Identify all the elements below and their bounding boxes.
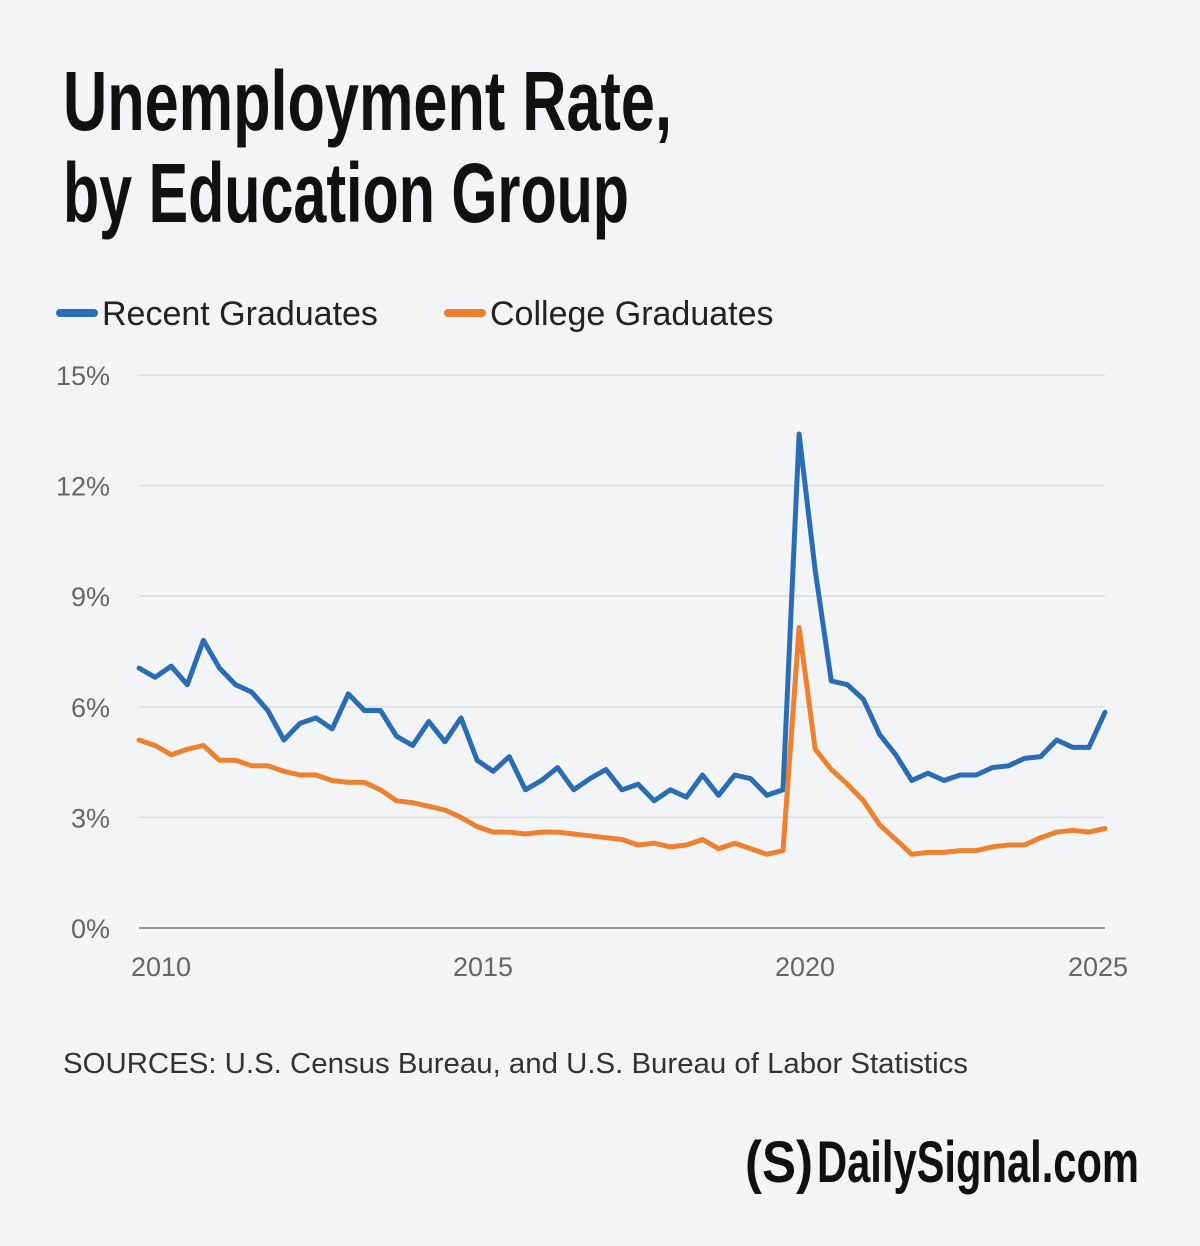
y-tick-label: 0% xyxy=(71,914,110,944)
x-tick-label: 2015 xyxy=(453,952,513,982)
series-line xyxy=(136,625,1108,857)
logo-text: DailySignal.com xyxy=(817,1130,1139,1195)
source-note: SOURCES: U.S. Census Bureau, and U.S. Bu… xyxy=(63,1048,968,1080)
x-tick-label: 2020 xyxy=(775,952,835,982)
chart-title: by Education Group xyxy=(63,146,629,240)
y-tick-label: 9% xyxy=(71,582,110,612)
legend-label: Recent Graduates xyxy=(102,295,378,333)
x-tick-label: 2010 xyxy=(131,952,191,982)
y-tick-label: 3% xyxy=(71,803,110,833)
chart-title: Unemployment Rate, xyxy=(63,54,672,148)
series-line xyxy=(136,431,1108,804)
legend-label: College Graduates xyxy=(490,295,774,333)
y-tick-label: 6% xyxy=(71,693,110,723)
y-tick-label: 15% xyxy=(56,361,110,391)
logo-mark: (S) xyxy=(745,1130,813,1195)
x-tick-label: 2025 xyxy=(1068,952,1128,982)
y-tick-label: 12% xyxy=(56,472,110,502)
